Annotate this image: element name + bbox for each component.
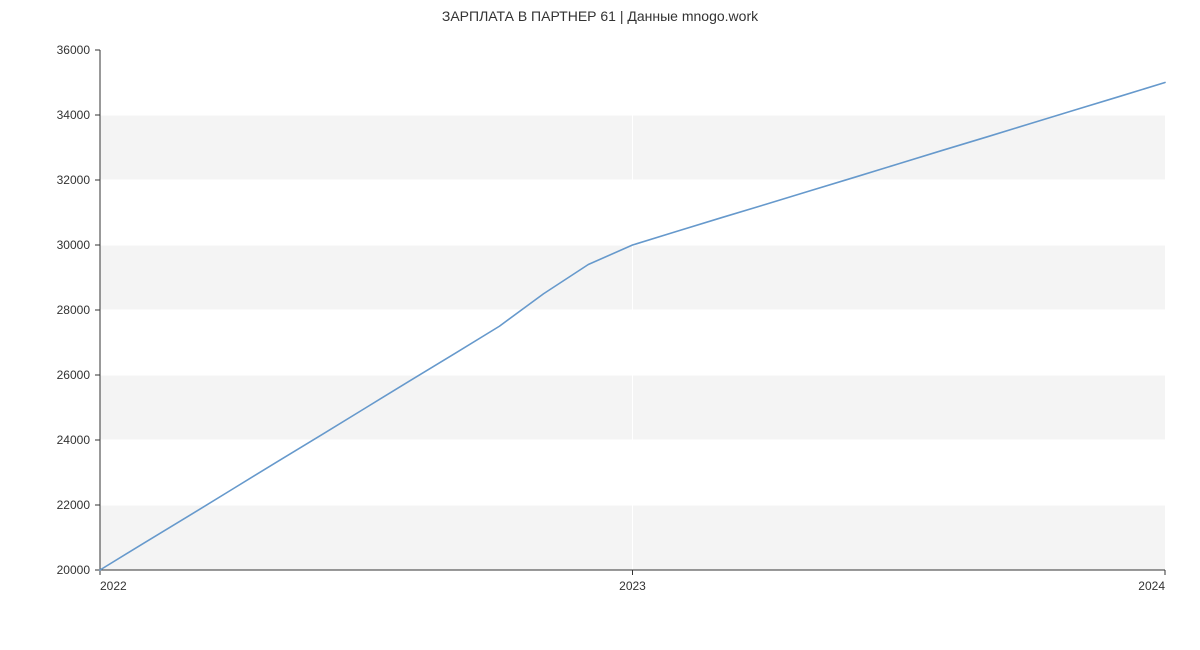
x-tick-label: 2022: [100, 579, 127, 593]
y-tick-label: 32000: [57, 173, 91, 187]
y-tick-label: 34000: [57, 108, 91, 122]
y-tick-label: 26000: [57, 368, 91, 382]
y-tick-label: 20000: [57, 563, 91, 577]
y-tick-label: 30000: [57, 238, 91, 252]
y-tick-label: 22000: [57, 498, 91, 512]
salary-line-chart: ЗАРПЛАТА В ПАРТНЕР 61 | Данные mnogo.wor…: [0, 0, 1200, 650]
x-tick-label: 2023: [619, 579, 646, 593]
y-tick-label: 28000: [57, 303, 91, 317]
x-tick-label: 2024: [1138, 579, 1165, 593]
chart-svg: 20000 22000 24000 26000 28000 30000 32000 34000…: [0, 0, 1200, 650]
y-tick-label: 36000: [57, 43, 91, 57]
y-tick-label: 24000: [57, 433, 91, 447]
